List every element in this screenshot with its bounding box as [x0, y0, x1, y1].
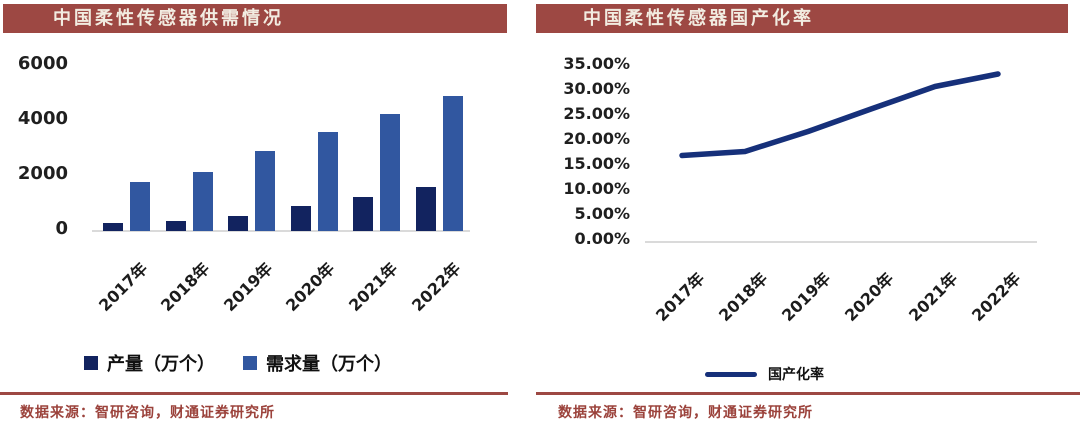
- supply-demand-chart-panel: 中国柔性传感器供需情况 0 2000 4000 6000 2017年 2018年 2019年…: [0, 0, 516, 425]
- legend-swatch: [84, 356, 98, 370]
- y-axis-tick-label: 6000: [17, 53, 68, 74]
- x-axis-category-label: 2018年: [157, 258, 214, 316]
- y-axis-tick-label: 10.00%: [563, 179, 630, 198]
- rate-line-svg-holder: [645, 50, 1045, 250]
- y-axis-tick-label: 4000: [17, 108, 68, 129]
- rate-line-chart: [645, 71, 1037, 243]
- x-axis-category-label: 2021年: [905, 268, 962, 326]
- bar-产量（万个）-2018年: [165, 221, 186, 231]
- localization-rate-line: [679, 71, 1001, 159]
- y-axis-tick-label: 30.00%: [563, 79, 630, 98]
- left-divider-line: [0, 392, 508, 395]
- x-axis-category-label: 2017年: [94, 258, 151, 316]
- y-axis-tick-label: 2000: [17, 163, 68, 184]
- bar-产量（万个）-2022年: [416, 187, 436, 231]
- legend-line-swatch: [705, 371, 757, 377]
- y-axis-tick-label: 5.00%: [574, 204, 630, 223]
- x-axis-category-label: 2019年: [778, 268, 835, 326]
- left-chart-legend: 产量（万个） 需求量（万个）: [84, 350, 392, 376]
- bar-产量（万个）-2021年: [353, 196, 374, 231]
- left-chart-title: 中国柔性传感器供需情况: [53, 8, 284, 29]
- y-axis-tick-label: 25.00%: [563, 104, 630, 123]
- legend-label: 需求量（万个）: [266, 354, 392, 375]
- x-axis-category-label: 2020年: [841, 268, 898, 326]
- legend-label: 国产化率: [768, 367, 824, 383]
- bar-需求量（万个）-2017年: [130, 181, 150, 231]
- x-axis-category-label: 2020年: [282, 258, 339, 316]
- bar-需求量（万个）-2019年: [255, 151, 276, 232]
- y-axis-tick-label: 0: [55, 218, 68, 239]
- right-title-bar: 中国柔性传感器国产化率: [536, 4, 1068, 33]
- localization-rate-chart-panel: 中国柔性传感器国产化率 0.00% 5.00% 10.00% 15.00% 20.00%…: [536, 0, 1080, 425]
- bar-产量（万个）-2017年: [103, 222, 123, 232]
- legend-item-国产化率: 国产化率: [705, 364, 824, 384]
- legend-item-产量（万个）: 产量（万个）: [84, 350, 215, 376]
- x-axis-category-label: 2021年: [344, 258, 402, 316]
- legend-item-需求量（万个）: 需求量（万个）: [243, 350, 392, 376]
- bar-需求量（万个）-2021年: [380, 114, 401, 231]
- left-source-text: 数据来源：智研咨询，财通证券研究所: [20, 405, 275, 421]
- bar-需求量（万个）-2018年: [192, 171, 213, 231]
- x-axis-baseline: [92, 230, 470, 232]
- left-title-bar: 中国柔性传感器供需情况: [3, 4, 507, 33]
- y-axis-tick-label: 15.00%: [563, 154, 630, 173]
- legend-swatch: [243, 356, 257, 370]
- y-axis-tick-label: 20.00%: [563, 129, 630, 148]
- x-axis-category-label: 2018年: [715, 268, 772, 326]
- right-chart-legend: 国产化率: [705, 364, 824, 384]
- x-axis-category-label: 2022年: [968, 268, 1025, 326]
- right-source-text: 数据来源：智研咨询，财通证券研究所: [558, 405, 813, 421]
- bar-产量（万个）-2020年: [290, 206, 311, 232]
- right-divider-line: [536, 392, 1080, 395]
- y-axis-tick-label: 35.00%: [563, 54, 630, 73]
- x-axis-category-label: 2019年: [219, 258, 276, 316]
- bar-需求量（万个）-2020年: [317, 132, 338, 231]
- right-chart-title: 中国柔性传感器国产化率: [583, 8, 814, 29]
- bar-产量（万个）-2019年: [228, 215, 249, 231]
- x-axis-category-label: 2022年: [407, 258, 464, 316]
- legend-label: 产量（万个）: [107, 354, 215, 375]
- bar-需求量（万个）-2022年: [443, 96, 463, 232]
- x-axis-category-label: 2017年: [652, 268, 709, 326]
- y-axis-tick-label: 0.00%: [574, 229, 630, 248]
